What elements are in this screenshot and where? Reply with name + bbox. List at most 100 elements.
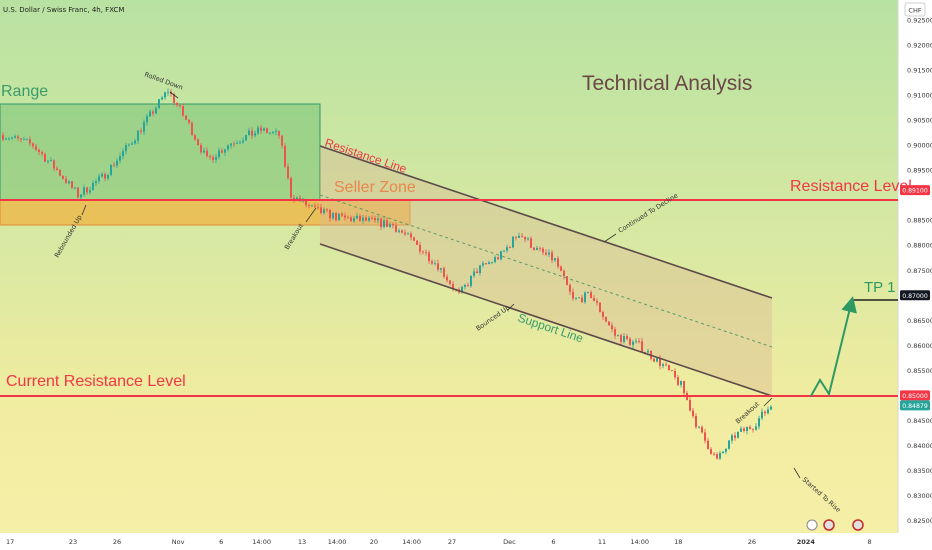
candle-body [662, 364, 664, 366]
candle-body [596, 300, 598, 303]
candle-body [566, 276, 568, 285]
candle-body [431, 261, 433, 264]
candle-body [35, 146, 37, 150]
resistance-level-label: Resistance Level [790, 178, 912, 195]
time-tick-label: 14:00 [402, 538, 421, 546]
candle-body [767, 409, 769, 414]
candle-body [254, 133, 256, 136]
price-axis-ticks: 0.92500 0.92000 0.91500 0.91000 0.90500 0.900… [907, 17, 932, 525]
candle-body [347, 217, 349, 219]
candle-body [362, 217, 364, 221]
candle-body [95, 181, 97, 184]
candle-body [614, 329, 616, 336]
candle-body [434, 263, 436, 265]
candle-body [731, 435, 733, 441]
candle-body [89, 190, 91, 193]
candle-body [38, 149, 40, 153]
candle-body [74, 187, 76, 189]
candle-body [2, 135, 4, 140]
candle-body [557, 258, 559, 267]
candle-body [269, 132, 271, 134]
price-tag-box [900, 400, 930, 411]
price-tick-label: 0.88500 [907, 217, 932, 225]
candle-body [446, 276, 448, 281]
candle-body [584, 292, 586, 303]
candle-body [698, 426, 700, 428]
event-icon[interactable] [806, 519, 818, 531]
candle-body [284, 145, 286, 167]
price-tag-box [900, 390, 930, 401]
candle-body [260, 127, 262, 131]
price-tick-label: 0.92500 [907, 17, 932, 25]
started-rise-pointer [793, 467, 801, 479]
currency-badge[interactable] [904, 2, 926, 17]
candle-body [41, 152, 43, 155]
candle-body [437, 263, 439, 270]
time-tick-label: 14:00 [630, 538, 649, 546]
candle-body [197, 139, 199, 146]
candle-body [671, 370, 673, 372]
candle-body [527, 238, 529, 240]
candle-body [98, 176, 100, 182]
candle-body [659, 357, 661, 366]
candle-body [203, 150, 205, 153]
candle-body [548, 252, 550, 255]
candle-body [248, 130, 250, 136]
candle-body [422, 251, 424, 253]
range-zone [0, 103, 321, 201]
candle-body [194, 135, 196, 140]
candle-body [608, 321, 610, 326]
tp1-label: TP 1 [864, 279, 895, 296]
candle-body [338, 213, 340, 221]
candle-body [290, 178, 292, 198]
candle-body [104, 173, 106, 179]
candle-body [320, 207, 322, 213]
time-tick-label: 14:00 [252, 538, 271, 546]
price-tick-label: 0.84500 [907, 417, 932, 425]
candle-body [278, 130, 280, 136]
candle-body [167, 91, 169, 93]
price-tick-label: 0.84000 [907, 442, 932, 450]
candle-body [734, 435, 736, 438]
candle-body [275, 130, 277, 132]
price-tick-label: 0.91500 [907, 67, 932, 75]
plot-background [0, 0, 898, 533]
economic-event-icons[interactable] [806, 519, 864, 531]
current-resistance-level-label: Current Resistance Level [6, 373, 186, 390]
candle-body [629, 338, 631, 345]
candle-body [56, 168, 58, 171]
candle-body [710, 449, 712, 454]
candle-body [26, 139, 28, 141]
candle-body [392, 224, 394, 226]
candle-body [341, 213, 343, 216]
candle-body [623, 335, 625, 342]
candle-body [605, 316, 607, 322]
event-flag-icon[interactable] [852, 519, 864, 531]
candle-body [497, 257, 499, 260]
candle-body [761, 411, 763, 419]
candle-body [620, 335, 622, 342]
candle-body [125, 145, 127, 152]
candle-body [329, 209, 331, 219]
candle-body [515, 236, 517, 238]
rolled-down-pointer [169, 91, 179, 99]
candle-body [563, 270, 565, 277]
candle-body [17, 136, 19, 139]
candle-body [227, 145, 229, 150]
candle-body [380, 218, 382, 228]
candle-body [707, 440, 709, 450]
seller-zone-label: Seller Zone [334, 179, 416, 196]
event-flag-icon[interactable] [823, 519, 835, 531]
candlestick-series [2, 88, 772, 461]
candle-body [725, 448, 727, 452]
price-tick-label: 0.86000 [907, 342, 932, 350]
candle-body [611, 325, 613, 330]
candle-body [44, 154, 46, 162]
candle-body [230, 143, 232, 146]
candle-body [92, 183, 94, 191]
channel-fill [320, 146, 772, 396]
candle-body [224, 149, 226, 153]
time-axis-background [0, 533, 932, 550]
candle-body [23, 139, 25, 141]
